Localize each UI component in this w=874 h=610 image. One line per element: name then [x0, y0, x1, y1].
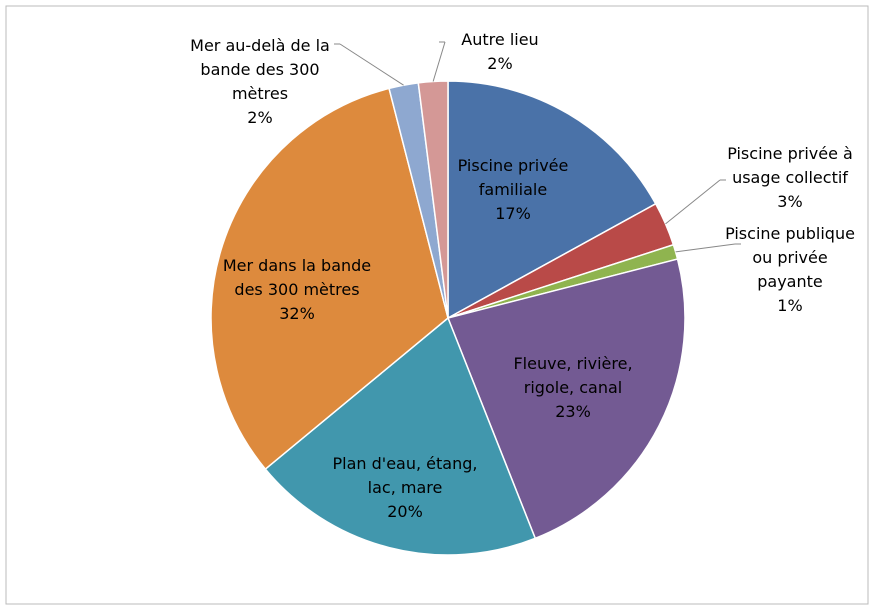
- slice-label: Plan d'eau, étang, lac, mare 20%: [330, 452, 480, 524]
- slice-label: Autre lieu 2%: [440, 28, 560, 76]
- value-label: 23%: [555, 402, 591, 421]
- slice-label: Mer au-delà de la bande des 300 mètres 2%: [175, 34, 345, 130]
- value-label: 2%: [487, 54, 513, 73]
- slice-label: Piscine privée familiale 17%: [438, 154, 588, 226]
- slice-label: Piscine publique ou privée payante 1%: [725, 222, 855, 318]
- pie-slice: [417, 80, 449, 319]
- category-label: Piscine publique ou privée payante: [725, 224, 855, 291]
- value-label: 20%: [387, 502, 423, 521]
- value-label: 3%: [777, 192, 803, 211]
- leader-line: [432, 41, 446, 82]
- pie-slice: [447, 80, 657, 320]
- value-label: 1%: [777, 296, 803, 315]
- value-label: 2%: [247, 108, 273, 127]
- slice-label: Mer dans la bande des 300 mètres 32%: [222, 254, 372, 326]
- slice-label: Fleuve, rivière, rigole, canal 23%: [498, 352, 648, 424]
- pie-slice: [446, 258, 686, 540]
- value-label: 17%: [495, 204, 531, 223]
- value-label: 32%: [279, 304, 315, 323]
- category-label: Piscine privée familiale: [457, 156, 569, 199]
- leader-line: [339, 43, 404, 86]
- category-label: Mer dans la bande des 300 mètres: [222, 256, 372, 299]
- category-label: Piscine privée à usage collectif: [727, 144, 853, 187]
- category-label: Mer au-delà de la bande des 300 mètres: [190, 36, 330, 103]
- leader-line: [665, 179, 721, 225]
- category-label: Plan d'eau, étang, lac, mare: [332, 454, 478, 497]
- category-label: Fleuve, rivière, rigole, canal: [513, 354, 633, 397]
- pie-slice: [264, 316, 537, 556]
- pie-slice: [210, 87, 449, 471]
- slice-label: Piscine privée à usage collectif 3%: [715, 142, 865, 214]
- leader-line: [675, 243, 736, 253]
- category-label: Autre lieu: [461, 30, 539, 49]
